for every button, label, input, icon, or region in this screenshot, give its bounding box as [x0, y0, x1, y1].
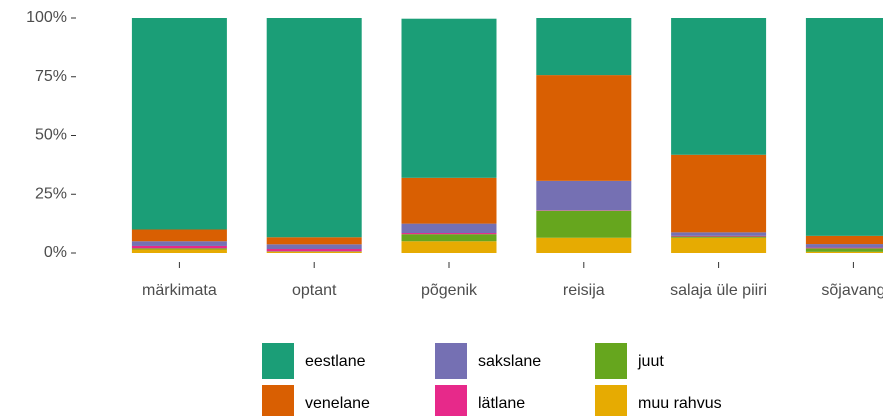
bar-segment	[266, 251, 362, 253]
bar-segment	[266, 237, 362, 245]
bar-segment	[131, 241, 227, 246]
bar-segment	[401, 18, 497, 178]
x-tick-label: märkimata	[142, 282, 217, 299]
bar-segment	[805, 244, 883, 248]
legend-label: muu rahvus	[638, 395, 722, 412]
bar-segment	[131, 248, 227, 250]
bar-segment	[805, 235, 883, 245]
legend-key	[435, 385, 467, 416]
legend-key	[435, 343, 467, 379]
bar-segment	[131, 18, 227, 230]
bar-segment	[671, 236, 767, 238]
x-tick-label: põgenik	[421, 282, 478, 299]
legend-label: eestlane	[305, 353, 366, 370]
y-tick-label: 100%	[26, 9, 67, 26]
bar-segment	[266, 244, 362, 250]
x-tick-label: optant	[292, 282, 337, 299]
x-tick-label: reisija	[563, 282, 605, 299]
bar-segment	[671, 154, 767, 233]
bar-segment	[401, 241, 497, 253]
legend-key	[262, 343, 294, 379]
legend-key	[595, 385, 627, 416]
legend-label: lätlane	[478, 395, 525, 412]
y-tick-label: 25%	[35, 185, 67, 202]
bar-segment	[536, 237, 632, 253]
bar-segment	[536, 210, 632, 238]
y-tick-label: 0%	[44, 244, 67, 261]
bar-segment	[131, 249, 227, 253]
bar-segment	[536, 180, 632, 211]
y-tick-label: 50%	[35, 127, 67, 144]
legend-key	[595, 343, 627, 379]
bar-segment	[266, 18, 362, 238]
bar-segment	[671, 18, 767, 155]
bar-segment	[401, 177, 497, 224]
bar-segment	[805, 248, 883, 252]
bar-segment	[671, 235, 767, 237]
bar-segment	[805, 251, 883, 253]
bar-segment	[805, 18, 883, 236]
bar-segment	[536, 75, 632, 181]
bar-segment	[266, 249, 362, 252]
bar-segment	[401, 234, 497, 242]
bar-segment	[805, 247, 883, 249]
bar-segment	[401, 233, 497, 235]
legend-label: sakslane	[478, 353, 541, 370]
bar-segment	[131, 245, 227, 249]
bar-segment	[536, 18, 632, 76]
x-tick-label: sõjavang	[821, 282, 883, 299]
bar-segment	[671, 232, 767, 236]
bar-segment	[401, 223, 497, 234]
y-tick-label: 75%	[35, 68, 67, 85]
legend-label: juut	[637, 353, 664, 370]
bar-segment	[131, 229, 227, 242]
x-tick-label: salaja üle piiri	[670, 282, 767, 299]
legend-label: venelane	[305, 395, 370, 412]
legend-key	[262, 385, 294, 416]
bar-segment	[671, 237, 767, 253]
